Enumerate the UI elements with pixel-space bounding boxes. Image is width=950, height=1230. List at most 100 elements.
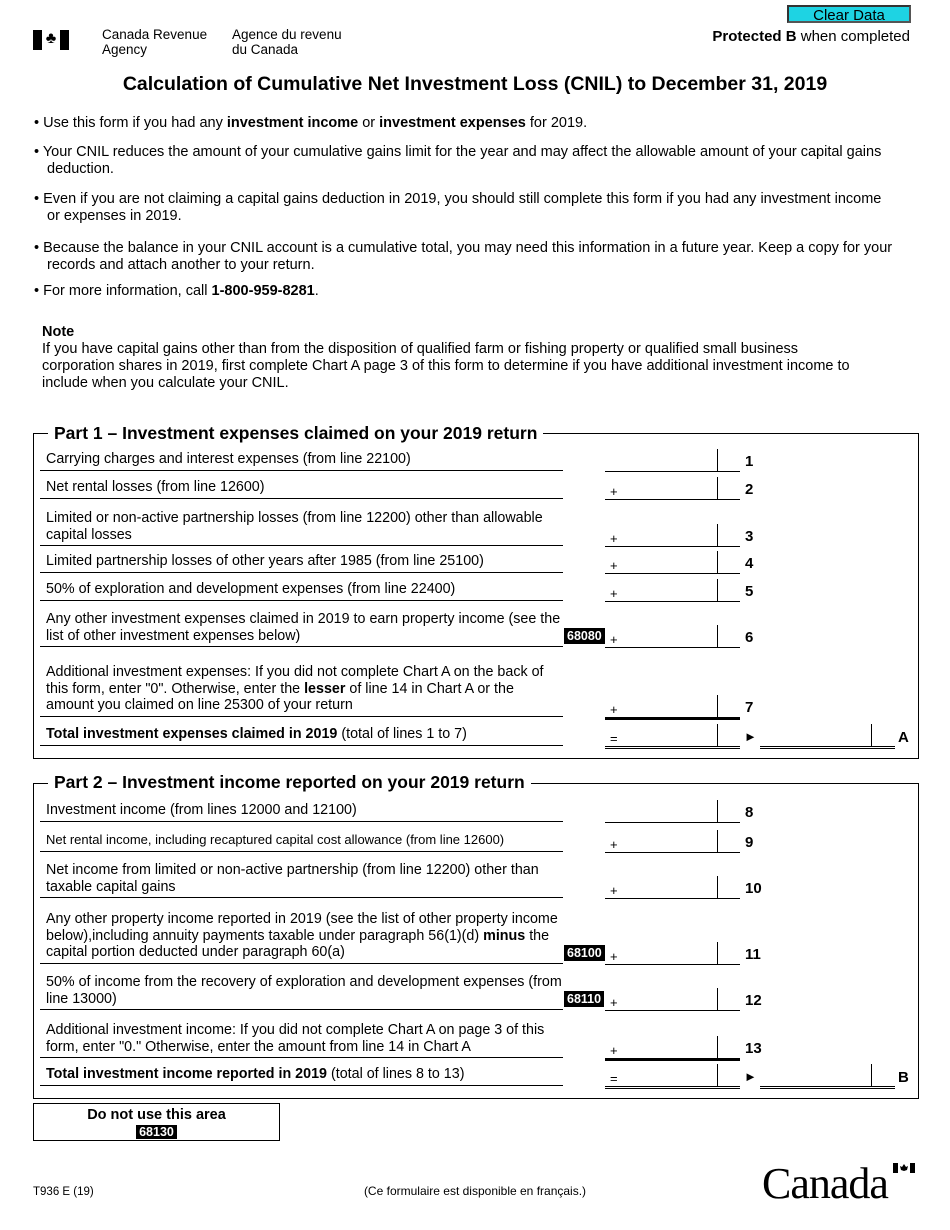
bold-text: 1-800-959-8281 [211,283,315,299]
amount-field-line-13[interactable]: + [605,1036,740,1061]
agency-fr-line1: Agence du revenu [232,27,342,42]
total-field-A[interactable] [760,724,895,749]
amount-field-line-5[interactable]: + [605,579,740,602]
text: for 2019. [525,115,588,131]
amount-field-line-4[interactable]: + [605,551,740,574]
bullet-item: • For more information, call 1-800-959-8… [34,283,897,300]
operator-sign: + [610,531,618,546]
text: • Use this form if you had any [34,115,227,131]
arrow-right-icon: ► [744,729,757,744]
bold-text: minus [483,927,526,944]
amount-field-line-7[interactable]: + [605,695,740,720]
amount-field-line-12[interactable]: + [605,988,740,1011]
amount-field-line-9[interactable]: + [605,830,740,853]
text: • Because the balance in your CNIL accou… [34,240,893,273]
operator-sign: + [610,883,618,898]
bold-text: Total investment income reported in 2019 [46,1066,327,1082]
note-text: If you have capital gains other than fro… [42,341,850,391]
line-description: Carrying charges and interest expenses (… [40,451,563,471]
line-number: 1 [745,453,754,470]
bold-text: investment income [226,115,359,131]
amount-field-line-3[interactable]: + [605,524,740,547]
operator-sign: + [610,949,618,964]
text: the capital portion deducted under parag… [46,927,550,961]
line-number: 12 [745,992,762,1009]
clear-data-button[interactable]: Clear Data [787,5,911,24]
protected-label: Protected B when completed [712,28,910,45]
operator-sign: = [610,1071,618,1086]
text: of line 14 in Chart A or the amount you … [46,680,514,714]
note-heading: Note [42,324,75,340]
french-availability-note: (Ce formulaire est disponible en françai… [363,1184,587,1198]
cents-divider [717,942,718,964]
text: Any other property income reported in 20… [46,911,558,944]
canada-flag-icon: ♣ [33,30,69,50]
operator-sign: + [610,632,618,647]
cents-divider [717,625,718,647]
cents-divider [871,1064,872,1086]
cents-divider [717,477,718,499]
text: • For more information, call [34,283,212,299]
amount-field-line-2[interactable]: + [605,477,740,500]
line-description: Limited partnership losses of other year… [40,553,563,573]
line-description: Net income from limited or non-active pa… [40,862,563,898]
text: or [358,115,380,131]
do-not-use-label: Do not use this area [87,1107,226,1123]
line-number: 4 [745,555,754,572]
bullet-item: • Your CNIL reduces the amount of your c… [34,144,897,178]
cents-divider [717,876,718,898]
amount-field-line-6[interactable]: + [605,625,740,648]
page-title: Calculation of Cumulative Net Investment… [122,73,828,95]
part1-title: Part 1 – Investment expenses claimed on … [48,423,544,444]
canada-wordmark: Canada [762,1159,889,1208]
amount-field-total[interactable]: = [605,724,740,749]
cents-divider [717,800,718,822]
text: Additional investment income: If you did… [46,1022,545,1055]
amount-field-line-1[interactable] [605,449,740,472]
total-field-B[interactable] [760,1064,895,1089]
text: Limited partnership losses of other year… [46,553,484,569]
cents-divider [717,579,718,601]
bold-text: investment expenses [379,115,526,131]
amount-field-line-10[interactable]: + [605,876,740,899]
operator-sign: + [610,702,618,717]
cents-divider [717,1064,718,1086]
field-code: 68100 [564,945,605,961]
form-number: T936 E (19) [33,1186,94,1198]
cents-divider [717,988,718,1010]
operator-sign: + [610,558,618,573]
total-label: B [898,1069,909,1086]
text: Additional investment expenses: If you d… [46,664,544,697]
cents-divider [717,524,718,546]
agency-fr-line2: du Canada [232,42,299,57]
text: . [314,283,319,299]
operator-sign: + [610,1043,618,1058]
amount-field-total[interactable]: = [605,1064,740,1089]
agency-en-line2: Agency [102,42,148,57]
cents-divider [871,724,872,746]
text: Net income from limited or non-active pa… [46,862,539,895]
bullet-item: • Use this form if you had any investmen… [34,115,897,132]
text: • Your CNIL reduces the amount of your c… [34,144,882,177]
line-number: 3 [745,528,754,545]
text: Limited or non-active partnership losses… [46,510,543,543]
bullet-item: • Because the balance in your CNIL accou… [34,240,897,274]
amount-field-line-11[interactable]: + [605,942,740,965]
agency-name-en: Canada Revenue Agency [102,27,207,57]
line-number: 13 [745,1040,762,1057]
text: (total of lines 8 to 13) [326,1066,465,1082]
amount-field-line-8[interactable] [605,800,740,823]
text: 50% of income from the recovery of explo… [46,974,562,1007]
cents-divider [717,724,718,746]
text: Net rental income, including recaptured … [46,832,505,847]
field-code: 68110 [564,991,605,1007]
wordmark-flag-icon [893,1163,915,1173]
cents-divider [717,449,718,471]
operator-sign: + [610,837,618,852]
text: Any other investment expenses claimed in… [46,611,561,644]
cents-divider [717,830,718,852]
line-description: Total investment expenses claimed in 201… [40,726,563,746]
line-description: Total investment income reported in 2019… [40,1066,563,1086]
line-description: Additional investment income: If you did… [40,1022,563,1058]
do-not-use-code: 68130 [136,1125,177,1139]
